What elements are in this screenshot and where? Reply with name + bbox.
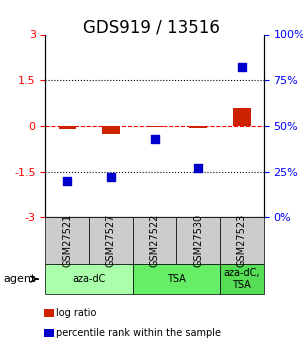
Text: aza-dC: aza-dC [72, 274, 106, 284]
Point [65, 178, 70, 184]
Text: GSM27522: GSM27522 [149, 214, 160, 267]
Bar [189, 126, 207, 128]
Text: aza-dC,
TSA: aza-dC, TSA [224, 268, 260, 290]
Bar [58, 126, 76, 129]
Text: GSM27530: GSM27530 [193, 214, 203, 267]
Point [152, 136, 157, 141]
Bar [146, 126, 163, 127]
Text: GSM27523: GSM27523 [237, 214, 247, 267]
Point [239, 65, 244, 70]
Text: percentile rank within the sample: percentile rank within the sample [56, 328, 221, 338]
Bar [102, 126, 120, 135]
Point [196, 165, 201, 171]
Text: GDS919 / 13516: GDS919 / 13516 [83, 19, 220, 37]
Text: GSM27527: GSM27527 [106, 214, 116, 267]
Point [108, 174, 113, 180]
Text: agent: agent [3, 274, 35, 284]
Text: GSM27521: GSM27521 [62, 214, 72, 267]
Text: log ratio: log ratio [56, 308, 96, 318]
Text: TSA: TSA [167, 274, 186, 284]
Bar [233, 108, 251, 126]
